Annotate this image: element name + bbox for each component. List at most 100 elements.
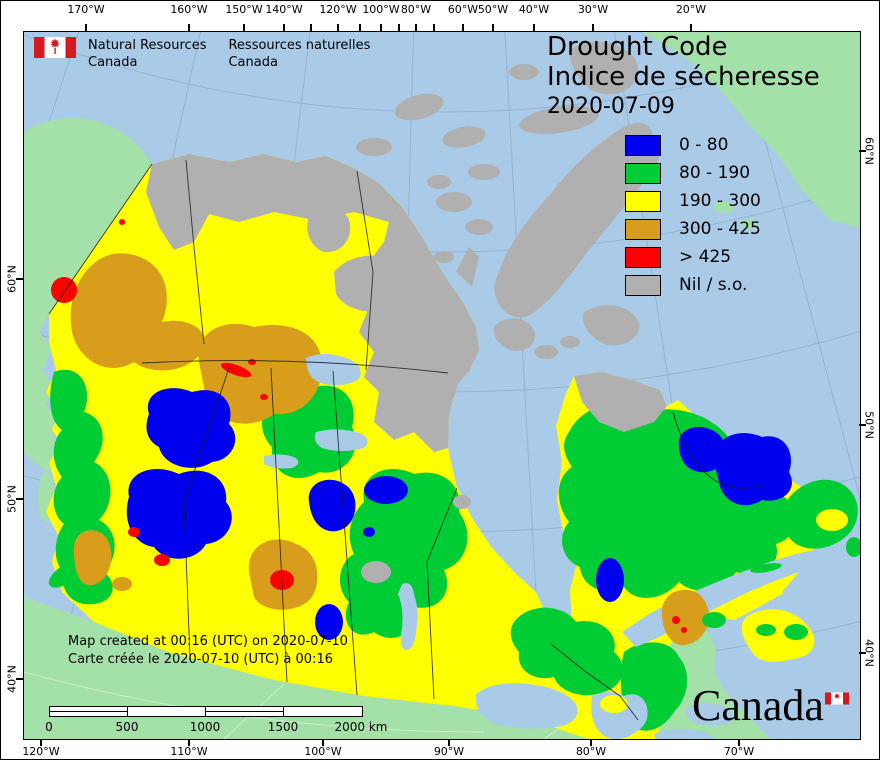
axis-tick-bottom <box>188 739 190 746</box>
lake-superior <box>475 683 578 729</box>
axis-label: 60°W <box>447 3 479 16</box>
manitoba-ontario-border <box>426 487 458 700</box>
alaska-yukon-border <box>48 163 153 315</box>
axis-tick-top <box>310 24 312 31</box>
axis-label: 40°W <box>518 3 550 16</box>
alberta-saskatchewan-border <box>270 367 288 683</box>
map-created-en: Map created at 00:16 (UTC) on 2020-07-10 <box>68 634 348 649</box>
scale-label: 500 <box>115 720 139 734</box>
axis-tick-top <box>85 24 87 31</box>
axis-label: 80°W <box>575 745 607 758</box>
yukon-nwt-border <box>185 159 205 345</box>
legend-label: > 425 <box>679 247 732 267</box>
legend-label: 190 - 300 <box>679 191 761 211</box>
great-bear-lake <box>306 354 361 386</box>
legend-item-green: 80 - 190 <box>625 159 761 187</box>
nrcan-signature: Natural Resources Canada Ressources natur… <box>34 37 392 71</box>
us-mainland <box>24 597 770 739</box>
axis-tick-top <box>415 24 417 31</box>
legend-swatch-blue <box>625 134 661 156</box>
legend-swatch-green <box>625 162 661 184</box>
map-canvas: Natural Resources Canada Ressources natur… <box>23 31 861 740</box>
axis-tick-bottom <box>590 739 592 746</box>
map-title: Drought Code Indice de sécheresse 2020-0… <box>547 32 820 122</box>
arctic-islands <box>307 41 659 359</box>
bc-alberta-border <box>183 364 231 659</box>
prince-edward-island <box>745 597 763 603</box>
anticosti-island <box>750 563 782 573</box>
axis-label: 20°W <box>675 3 707 16</box>
lake-erie <box>654 728 716 739</box>
province-borders <box>48 159 765 721</box>
legend-item-blue: 0 - 80 <box>625 131 761 159</box>
canada-wordmark: Canada <box>692 680 849 732</box>
axis-tick-left <box>16 498 23 500</box>
ontario-quebec-border <box>550 643 639 721</box>
axis-label: 150°W <box>225 3 263 16</box>
axis-tick-top <box>592 24 594 31</box>
axis-label: 90°W <box>433 745 465 758</box>
signature-en: Natural Resources Canada <box>88 38 207 70</box>
legend-label: 0 - 80 <box>679 135 729 155</box>
scale-label: 0 <box>45 720 53 734</box>
axis-tick-top <box>188 24 190 31</box>
greenland-island <box>741 219 757 229</box>
baffin-island <box>494 122 659 318</box>
axis-tick-top <box>398 24 400 31</box>
legend: 0 - 80 80 - 190 190 - 300 300 - 425 > 425 Nil… <box>625 131 761 299</box>
legend-label: Nil / s.o. <box>679 275 748 295</box>
ellesmere-island <box>569 41 638 95</box>
greenland <box>642 32 860 228</box>
map-created-note: Map created at 00:16 (UTC) on 2020-07-10… <box>68 633 348 669</box>
scale-bar-labels: 0 500 1000 1500 2000 km <box>45 717 387 734</box>
axis-label: 110°W <box>170 745 208 758</box>
scale-label: 1500 <box>267 720 299 734</box>
canada-drought-map <box>24 32 860 739</box>
axis-tick-bottom <box>322 739 324 746</box>
drought-orange-regions <box>70 253 323 610</box>
60th-parallel-border <box>141 360 449 374</box>
lake-athabasca <box>264 454 299 469</box>
legend-swatch-red <box>625 246 661 268</box>
signature-fr: Ressources naturelles Canada <box>228 38 371 70</box>
legend-item-red: > 425 <box>625 243 761 271</box>
axis-tick-top <box>380 24 382 31</box>
scale-label: 2000 km <box>334 720 388 734</box>
scale-bar-segments <box>49 706 363 717</box>
axis-tick-top <box>243 24 245 31</box>
axis-label: 100°W <box>362 3 400 16</box>
southern-quebec-accents <box>600 589 726 713</box>
axis-tick-bottom <box>40 739 42 746</box>
axis-label: 100°W <box>304 745 342 758</box>
axis-label: 140°W <box>265 3 303 16</box>
axis-tick-top <box>690 24 692 31</box>
devon-island <box>519 105 599 135</box>
axis-label: 80°W <box>400 3 432 16</box>
axis-label: 50°W <box>477 3 509 16</box>
axis-tick-left <box>16 278 23 280</box>
map-created-fr: Carte créée le 2020-07-10 (UTC) à 00:16 <box>68 652 333 667</box>
legend-item-orange: 300 - 425 <box>625 215 761 243</box>
axis-tick-top <box>337 24 339 31</box>
title-en: Drought Code <box>547 32 728 62</box>
banks-island <box>307 206 351 253</box>
axis-tick-top <box>462 24 464 31</box>
quebec-labrador-border <box>672 411 765 489</box>
canada-flag-icon <box>34 37 76 58</box>
axis-label: 160°W <box>170 3 208 16</box>
axis-tick-right <box>859 150 866 152</box>
legend-swatch-yellow <box>625 190 661 212</box>
axis-label: 70°W <box>723 745 755 758</box>
axis-tick-bottom <box>738 739 740 746</box>
nwt-nunavut-border <box>356 170 374 371</box>
drought-red-regions <box>51 219 294 590</box>
legend-item-gray: Nil / s.o. <box>625 271 761 299</box>
axis-tick-top <box>359 24 361 31</box>
legend-label: 300 - 425 <box>679 219 761 239</box>
axis-tick-top <box>283 24 285 31</box>
axis-label: 120°W <box>22 745 60 758</box>
title-date: 2020-07-09 <box>547 94 675 119</box>
title-fr: Indice de sécheresse <box>547 62 820 92</box>
legend-swatch-gray <box>625 274 661 296</box>
